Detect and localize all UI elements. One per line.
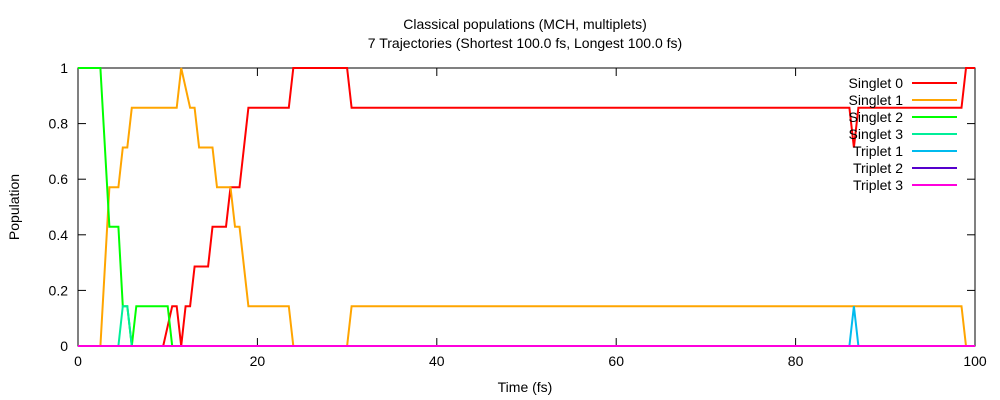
x-tick-label: 40 bbox=[429, 353, 445, 369]
legend-label: Singlet 0 bbox=[849, 75, 904, 91]
axis-ticks: 0 20 40 60 80 100 0 0.2 0.4 0.6 0.8 1 bbox=[49, 60, 987, 369]
legend-label: Triplet 1 bbox=[853, 143, 903, 159]
plot-frame bbox=[77, 67, 976, 347]
y-tick-label: 1 bbox=[60, 60, 68, 76]
legend-label: Singlet 2 bbox=[849, 109, 904, 125]
y-tick-label: 0 bbox=[60, 338, 68, 354]
chart-subtitle: 7 Trajectories (Shortest 100.0 fs, Longe… bbox=[368, 35, 682, 51]
legend-label: Triplet 3 bbox=[853, 177, 903, 193]
series-line-triplet-1 bbox=[78, 306, 975, 347]
series-line-singlet-3 bbox=[78, 305, 975, 347]
y-tick-label: 0.2 bbox=[49, 282, 69, 298]
x-tick-label: 100 bbox=[963, 353, 987, 369]
legend-label: Triplet 2 bbox=[853, 160, 903, 176]
x-tick-label: 60 bbox=[608, 353, 624, 369]
x-axis-label: Time (fs) bbox=[498, 379, 553, 395]
y-axis-label: Population bbox=[6, 174, 22, 240]
series-layer bbox=[78, 67, 975, 347]
y-tick-label: 0.8 bbox=[49, 116, 69, 132]
legend-label: Singlet 1 bbox=[849, 92, 904, 108]
chart-title: Classical populations (MCH, multiplets) bbox=[403, 16, 647, 32]
legend-label: Singlet 3 bbox=[849, 126, 904, 142]
y-tick-label: 0.4 bbox=[49, 227, 69, 243]
y-tick-label: 0.6 bbox=[49, 171, 69, 187]
x-tick-label: 20 bbox=[250, 353, 266, 369]
series-line-singlet-0 bbox=[78, 67, 975, 347]
x-tick-label: 80 bbox=[788, 353, 804, 369]
series-line-singlet-2 bbox=[78, 67, 975, 347]
series-line-singlet-1 bbox=[78, 67, 975, 347]
x-tick-label: 0 bbox=[74, 353, 82, 369]
